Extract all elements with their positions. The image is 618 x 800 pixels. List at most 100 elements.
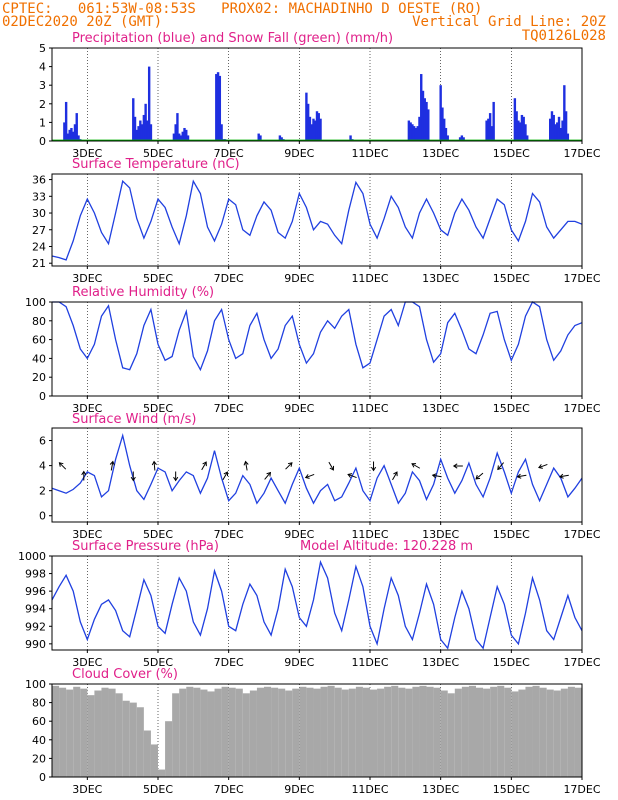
precip-bar bbox=[425, 101, 428, 141]
wind-arrow bbox=[58, 462, 67, 470]
precip-bar bbox=[140, 124, 144, 141]
cloud-bar bbox=[200, 689, 208, 777]
cloud-bar bbox=[553, 690, 561, 777]
frame bbox=[51, 173, 583, 267]
precip-bar bbox=[215, 74, 218, 141]
panel-title: Surface Wind (m/s) bbox=[72, 412, 196, 427]
cloud-bar bbox=[532, 685, 540, 777]
cloud-bar bbox=[94, 690, 102, 777]
cloud-bar bbox=[398, 687, 406, 777]
cloud-bar bbox=[567, 686, 575, 777]
x-tick-label: 11DEC bbox=[351, 272, 388, 285]
precip-bar bbox=[75, 113, 78, 141]
header-station: CPTEC: 061:53W-08:53S PROX02: MACHADINHO… bbox=[2, 1, 482, 17]
precip-bar bbox=[557, 116, 561, 141]
precip-bar bbox=[490, 126, 494, 141]
cloud-bar bbox=[101, 687, 109, 777]
cloud-bar bbox=[129, 702, 137, 777]
wind-arrow bbox=[370, 461, 377, 472]
y-tick-label: 60 bbox=[32, 715, 46, 728]
cloud-bar bbox=[235, 688, 243, 777]
cloud-bar bbox=[574, 687, 582, 777]
y-tick-label: 24 bbox=[32, 240, 46, 253]
x-tick-label: 3DEC bbox=[72, 147, 102, 160]
x-tick-label: 9DEC bbox=[284, 783, 314, 796]
panel-temp: 21 24 27 30 33 36 3DEC 5DEC 7DEC 9DEC 11DEC 13DEC 15… bbox=[32, 157, 601, 285]
x-tick-label: 9DEC bbox=[284, 147, 314, 160]
cloud-bar bbox=[172, 693, 180, 777]
cloud-bar bbox=[405, 688, 413, 777]
y-tick-label: 996 bbox=[25, 585, 46, 598]
wind-arrow bbox=[452, 463, 463, 469]
precip-bar bbox=[554, 124, 557, 141]
precip-bar bbox=[70, 127, 73, 141]
y-tick-label: 0 bbox=[39, 390, 46, 403]
wind-arrow-shaft bbox=[559, 474, 569, 478]
cloud-bar bbox=[52, 685, 60, 777]
precip-bar bbox=[63, 122, 66, 141]
wind-arrow bbox=[392, 471, 398, 481]
precip-bar bbox=[186, 135, 190, 141]
x-tick-label: 7DEC bbox=[214, 272, 244, 285]
pressure-line bbox=[51, 559, 583, 650]
precip-bar bbox=[412, 126, 416, 141]
x-tick-label: 3DEC bbox=[72, 783, 102, 796]
precip-bar bbox=[485, 120, 488, 141]
precip-bar bbox=[441, 107, 444, 141]
x-tick-label: 15DEC bbox=[493, 528, 530, 541]
cloud-bar bbox=[136, 707, 144, 777]
cloud-bar bbox=[299, 686, 307, 777]
panel-pressure: 990 992 994 996 998 1000 3DEC 5DEC 7DEC 9DEC 11DEC… bbox=[18, 539, 601, 669]
precip-bar bbox=[458, 137, 462, 141]
precip-bar bbox=[220, 124, 223, 141]
wind-arrow-shaft bbox=[264, 472, 271, 480]
wind-arrow bbox=[431, 473, 442, 479]
precip-bar bbox=[72, 131, 75, 141]
y-tick-label: 40 bbox=[32, 734, 46, 747]
cloud-bar bbox=[454, 688, 462, 777]
wind-arrow bbox=[173, 471, 179, 482]
x-tick-label: 15DEC bbox=[493, 783, 530, 796]
wind-arrow-shaft bbox=[285, 462, 293, 470]
precip-bar bbox=[146, 120, 149, 141]
x-tick-label: 17DEC bbox=[563, 528, 600, 541]
cloud-bar bbox=[249, 690, 257, 777]
precip-bar bbox=[139, 120, 142, 141]
wind-arrow bbox=[538, 463, 548, 469]
header: CPTEC: 061:53W-08:53S PROX02: MACHADINHO… bbox=[2, 1, 606, 44]
precip-bar bbox=[549, 118, 552, 141]
cloud-bar bbox=[539, 687, 547, 777]
precip-bar bbox=[556, 122, 559, 141]
y-tick-label: 2 bbox=[39, 485, 46, 498]
wind-arrow bbox=[222, 471, 229, 481]
precip-bar bbox=[564, 111, 568, 141]
wind-arrow-head bbox=[538, 464, 543, 469]
cloud-bar bbox=[285, 690, 293, 777]
wind-arrow bbox=[328, 461, 335, 471]
cloud-bar bbox=[122, 700, 130, 777]
x-tick-label: 5DEC bbox=[143, 783, 173, 796]
precip-bar bbox=[513, 98, 517, 141]
cloud-bar bbox=[271, 687, 279, 777]
cloud-bar bbox=[73, 686, 81, 777]
y-tick-label: 998 bbox=[25, 568, 46, 581]
y-tick-label: 1 bbox=[39, 116, 46, 129]
x-tick-label: 15DEC bbox=[493, 147, 530, 160]
precip-bar bbox=[439, 85, 442, 141]
wind-arrow-head bbox=[347, 473, 353, 478]
precip-bar bbox=[132, 98, 135, 141]
cloud-bar bbox=[370, 689, 378, 777]
x-tick-label: 13DEC bbox=[422, 147, 459, 160]
x-tick-label: 13DEC bbox=[422, 656, 459, 669]
precip-bar bbox=[420, 74, 423, 141]
wind-arrow-shaft bbox=[432, 474, 442, 478]
precip-bar bbox=[563, 85, 566, 141]
y-tick-label: 992 bbox=[25, 620, 46, 633]
wind-arrow-shaft bbox=[222, 471, 228, 481]
cloud-bar bbox=[165, 721, 173, 777]
precip-bar bbox=[561, 120, 564, 141]
cloud-bar bbox=[214, 688, 222, 777]
cloud-bar bbox=[391, 685, 399, 777]
precip-bar bbox=[176, 113, 179, 141]
